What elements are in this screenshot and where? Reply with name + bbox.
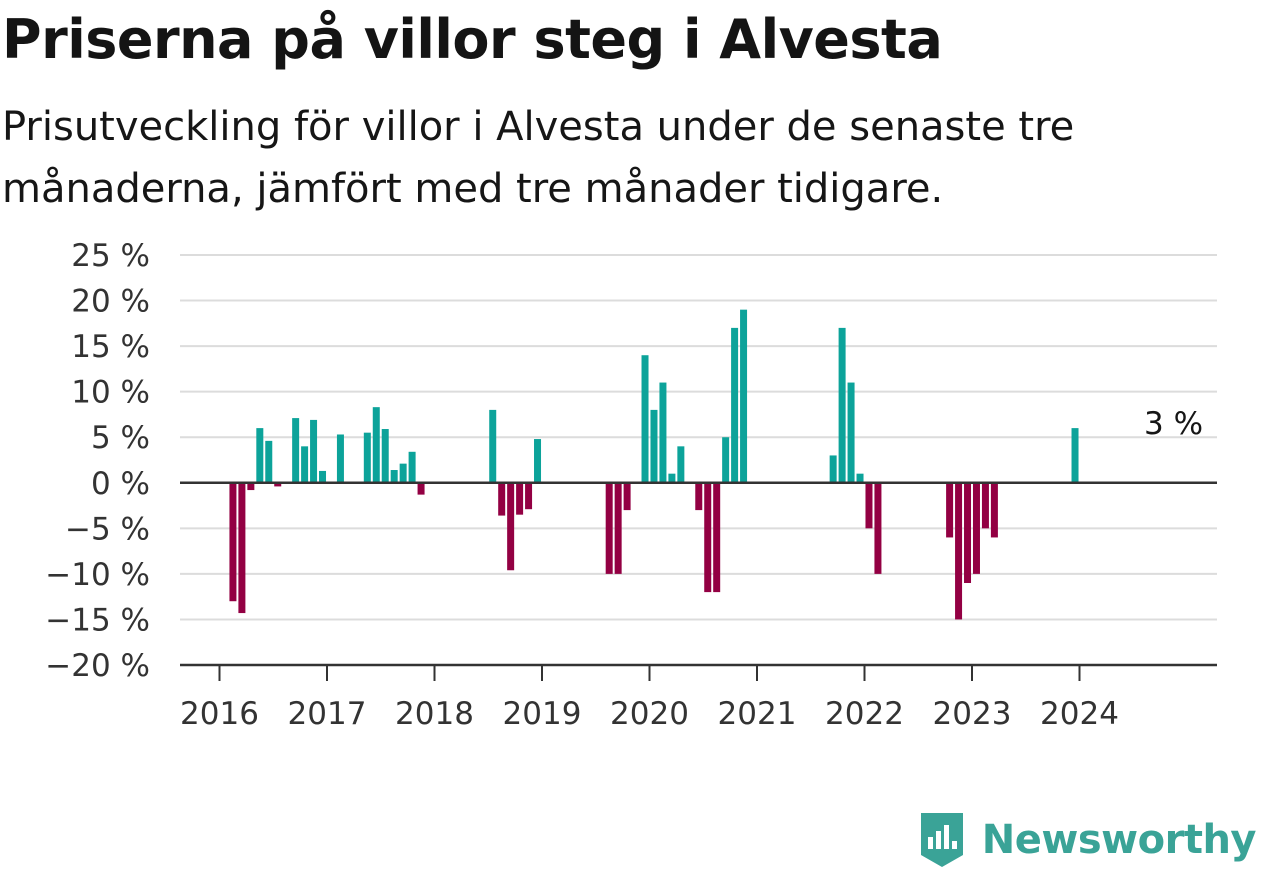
y-tick-label: −5 % (65, 511, 150, 547)
brand-name: Newsworthy (981, 817, 1257, 863)
bar-2020-11 (740, 309, 748, 483)
x-tick-label: 2021 (718, 696, 797, 732)
bar-2018-11 (525, 482, 533, 510)
y-tick-label: 0 % (91, 466, 150, 502)
bars (229, 309, 1079, 620)
bar-2022-02 (874, 482, 882, 574)
newsworthy-logo-icon (920, 813, 963, 867)
bar-2020-01 (650, 409, 658, 483)
bar-2016-02 (229, 482, 237, 602)
bar-2023-03 (990, 482, 998, 538)
bar-2018-12 (534, 439, 542, 483)
y-tick-label: −20 % (45, 648, 150, 684)
bar-2022-10 (946, 482, 954, 538)
bar-2020-08 (713, 482, 721, 593)
x-tick-label: 2022 (825, 696, 904, 732)
bar-2023-12 (1071, 428, 1079, 483)
x-tick-label: 2024 (1040, 696, 1119, 732)
bar-2016-09 (292, 418, 300, 483)
y-tick-label: 25 % (71, 238, 150, 274)
y-tick-label: 10 % (71, 375, 150, 411)
bar-2016-03 (238, 482, 246, 614)
bar-2016-11 (310, 419, 318, 483)
bar-2022-01 (865, 482, 873, 529)
bar-2016-12 (319, 470, 327, 483)
bar-2016-07 (274, 482, 282, 487)
y-tick-label: 20 % (71, 284, 150, 320)
axes (180, 481, 1217, 667)
x-tick-label: 2020 (610, 696, 689, 732)
annotations: 3 % (1144, 406, 1203, 442)
bar-2023-01 (972, 482, 980, 574)
bar-2016-04 (247, 482, 255, 491)
bar-2020-09 (722, 437, 730, 483)
bar-2019-09 (614, 482, 622, 574)
bar-2021-11 (847, 382, 855, 483)
bar-2017-10 (408, 451, 416, 483)
bar-2017-02 (336, 434, 344, 483)
bar-2016-05 (256, 428, 264, 483)
bar-2020-10 (731, 327, 739, 483)
annotation-label: 3 % (1144, 406, 1203, 442)
bar-2017-06 (372, 407, 380, 483)
bar-2017-05 (363, 432, 371, 483)
bar-2020-04 (677, 446, 685, 483)
y-tick-label: −15 % (45, 602, 150, 638)
bar-2018-09 (507, 482, 515, 571)
bar-2018-08 (498, 482, 506, 516)
x-axis-ticks: 2016 2017 2018 2019 2020 2021 2022 2023 2024 (180, 665, 1119, 732)
bar-2020-06 (695, 482, 703, 511)
bar-2017-11 (417, 482, 425, 495)
bar-2020-02 (659, 382, 667, 483)
bar-2022-12 (964, 482, 972, 583)
x-tick-label: 2023 (933, 696, 1012, 732)
x-tick-label: 2018 (395, 696, 474, 732)
bar-2021-10 (838, 327, 846, 483)
gridlines (180, 254, 1217, 621)
bar-2019-10 (623, 482, 631, 511)
bar-2021-09 (829, 455, 837, 483)
x-tick-label: 2016 (180, 696, 259, 732)
x-tick-label: 2019 (503, 696, 582, 732)
bar-2017-07 (381, 429, 389, 483)
newsworthy-logo: Newsworthy (918, 811, 1257, 869)
bar-2019-12 (641, 355, 649, 483)
bar-2018-07 (489, 409, 497, 483)
bar-2020-07 (704, 482, 712, 593)
bar-2017-08 (390, 470, 398, 483)
bar-2016-10 (301, 446, 309, 483)
bar-2021-12 (856, 473, 864, 483)
y-tick-label: 15 % (71, 329, 150, 365)
bar-2018-10 (516, 482, 524, 515)
bar-2020-03 (668, 473, 676, 483)
bar-2016-06 (265, 440, 273, 483)
bar-2022-11 (955, 482, 963, 620)
bar-2023-02 (981, 482, 989, 529)
bar-2017-09 (399, 463, 407, 483)
y-tick-label: −10 % (45, 557, 150, 593)
y-tick-label: 5 % (91, 420, 150, 456)
y-axis-ticks: 25 % 20 % 15 % 10 % 5 % 0 % −5 % −10 % −15 % −20 … (45, 238, 150, 684)
bar-2019-08 (605, 482, 613, 574)
chart-title: Priserna på villor steg i Alvesta (2, 8, 943, 71)
chart-subtitle: Prisutveckling för villor i Alvesta unde… (2, 104, 1075, 212)
x-tick-label: 2017 (288, 696, 367, 732)
